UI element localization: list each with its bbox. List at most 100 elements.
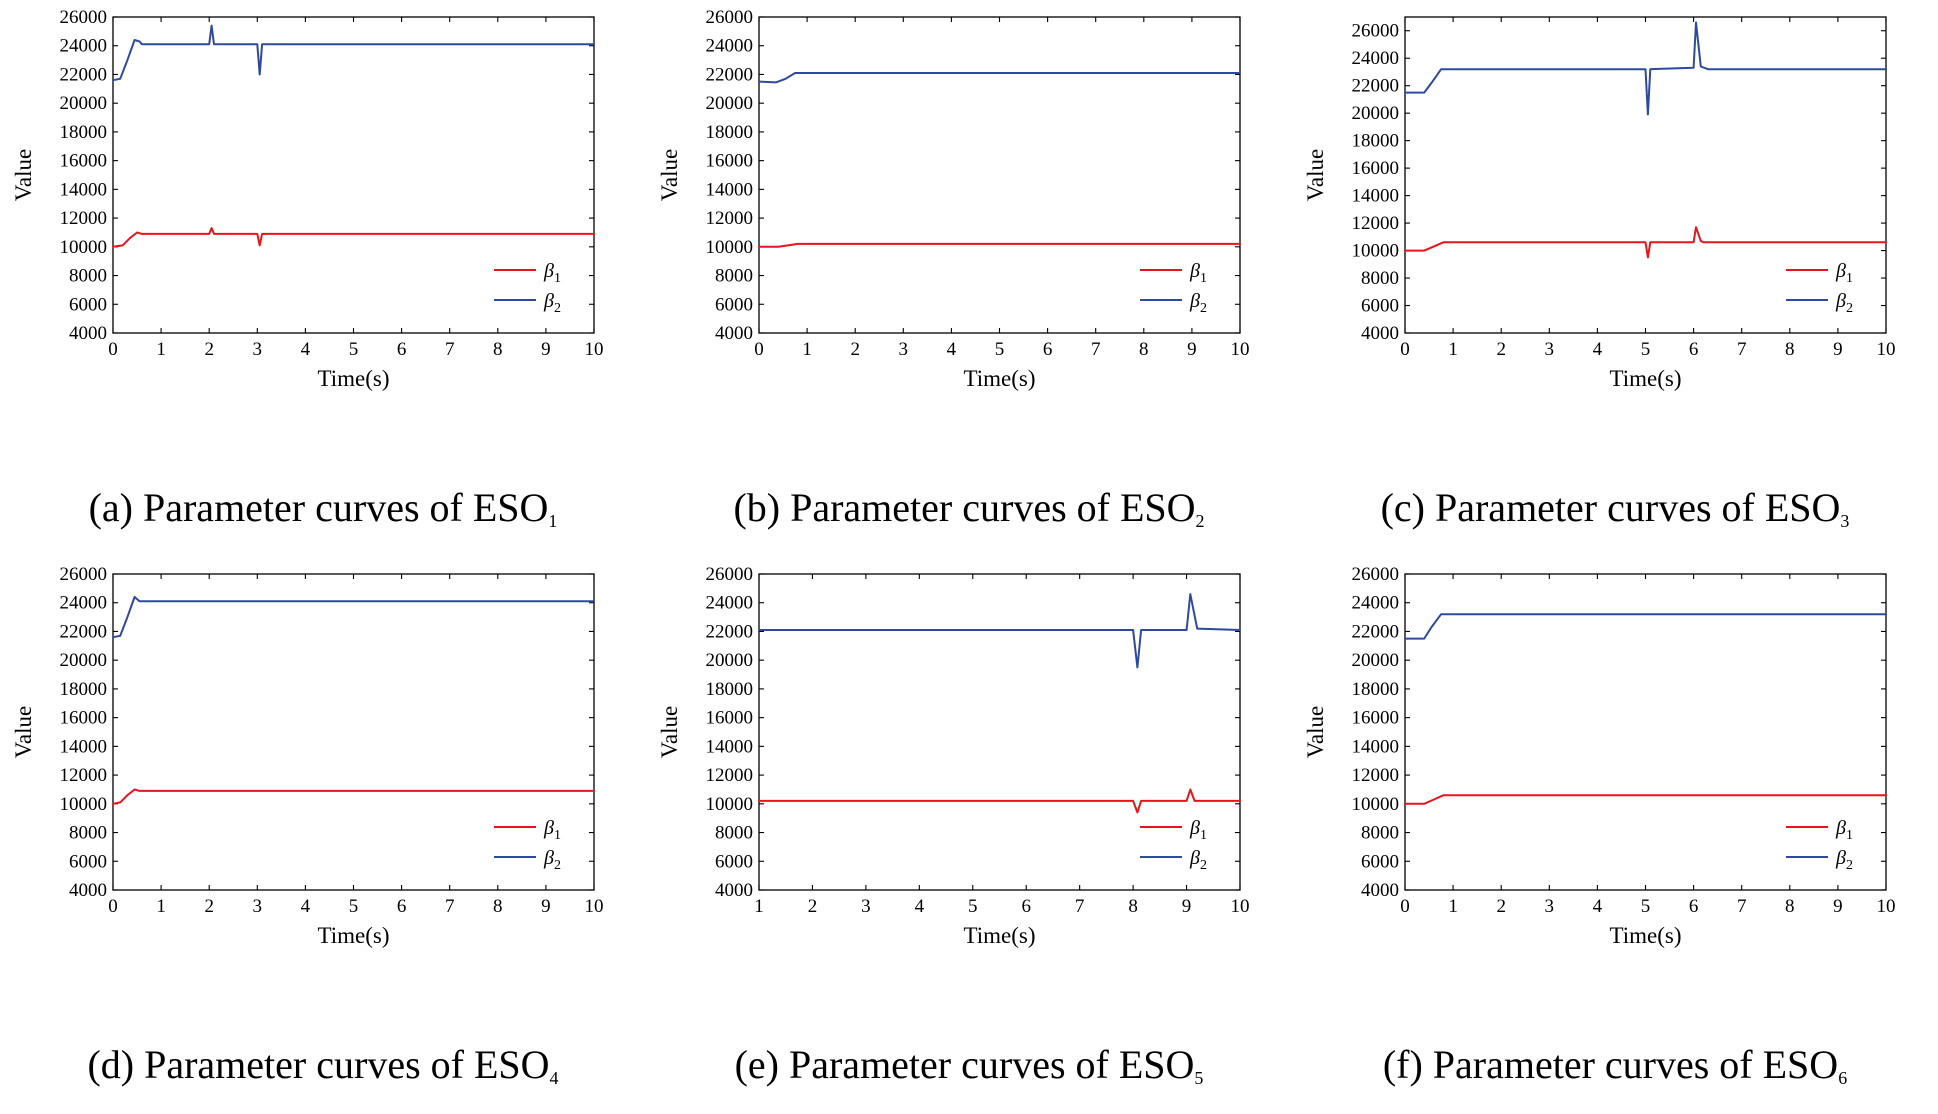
- y-tick-label-b-10: 24000: [706, 36, 754, 57]
- x-tick-label-f-0: 0: [1400, 896, 1410, 917]
- y-tick-label-d-11: 26000: [60, 564, 108, 585]
- y-tick-label-f-5: 14000: [1352, 736, 1400, 757]
- y-tick-label-d-5: 14000: [60, 736, 108, 757]
- caption-c: (c) Parameter curves of ESO3: [1292, 484, 1938, 532]
- x-tick-label-c-8: 8: [1785, 339, 1795, 360]
- legend-label-d-2: β2: [543, 847, 561, 873]
- legend-label-d-1: β1: [543, 817, 561, 843]
- caption-b-main: (b) Parameter curves of ESO: [733, 485, 1196, 530]
- chart-f: 0 1 2 3 4 5 6 7 8 9 10 4000 6000 8000 10000 12000 14000 1…: [1303, 564, 1896, 948]
- y-tick-label-b-8: 20000: [706, 93, 754, 114]
- chart-b: 0 1 2 3 4 5 6 7 8 9 10 4000 6000 8000 10000 12000 14000 1…: [657, 7, 1250, 391]
- caption-d-main: (d) Parameter curves of ESO: [87, 1042, 550, 1087]
- y-axis-label-f: Value: [1303, 706, 1328, 758]
- legend-label-a-1: β1: [543, 260, 561, 286]
- x-tick-label-c-1: 1: [1448, 339, 1458, 360]
- x-tick-label-e-0: 1: [754, 896, 764, 917]
- panel-e: 1 2 3 4 5 6 7 8 9 10 4000 6000 8000 10000 12000 14000 16…: [646, 557, 1292, 1114]
- y-tick-label-c-2: 8000: [1361, 268, 1399, 289]
- x-tick-label-f-9: 9: [1833, 896, 1843, 917]
- x-tick-label-d-4: 4: [301, 896, 311, 917]
- y-tick-label-c-10: 24000: [1352, 48, 1400, 69]
- y-tick-label-a-9: 22000: [60, 64, 108, 85]
- y-tick-label-d-2: 8000: [69, 823, 107, 844]
- y-tick-label-c-5: 14000: [1352, 186, 1400, 207]
- panel-f: 0 1 2 3 4 5 6 7 8 9 10 4000 6000 8000 10000 12000 14000 1…: [1292, 557, 1938, 1114]
- y-tick-label-e-1: 6000: [715, 851, 753, 872]
- x-tick-label-b-7: 7: [1091, 339, 1101, 360]
- x-tick-label-a-10: 10: [585, 339, 604, 360]
- x-axis-label-f: Time(s): [1610, 923, 1682, 948]
- x-tick-label-a-1: 1: [156, 339, 166, 360]
- x-tick-label-b-10: 10: [1231, 339, 1250, 360]
- y-tick-label-d-1: 6000: [69, 851, 107, 872]
- y-tick-label-d-0: 4000: [69, 880, 107, 901]
- legend-label-c-1: β1: [1835, 260, 1853, 286]
- y-tick-label-a-1: 6000: [69, 294, 107, 315]
- plot-frame-d: [112, 573, 595, 891]
- y-tick-label-e-5: 14000: [706, 736, 754, 757]
- caption-a-sub: 1: [548, 511, 558, 531]
- x-axis-label-a: Time(s): [318, 366, 390, 391]
- y-tick-label-e-8: 20000: [706, 650, 754, 671]
- chart-c: 0 1 2 3 4 5 6 7 8 9 10 4000 6000 8000 10000 12000 14000 1…: [1303, 16, 1896, 391]
- x-tick-label-d-2: 2: [204, 896, 214, 917]
- y-tick-label-e-10: 24000: [706, 593, 754, 614]
- x-tick-label-a-0: 0: [108, 339, 118, 360]
- x-tick-label-d-9: 9: [541, 896, 551, 917]
- x-tick-label-b-3: 3: [899, 339, 909, 360]
- y-tick-label-b-11: 26000: [706, 7, 754, 28]
- x-tick-label-f-8: 8: [1785, 896, 1795, 917]
- x-tick-label-c-0: 0: [1400, 339, 1410, 360]
- y-tick-label-f-2: 8000: [1361, 823, 1399, 844]
- x-tick-label-f-10: 10: [1877, 896, 1896, 917]
- y-tick-label-f-3: 10000: [1352, 794, 1400, 815]
- x-tick-label-a-7: 7: [445, 339, 455, 360]
- y-tick-label-d-9: 22000: [60, 621, 108, 642]
- x-tick-label-a-9: 9: [541, 339, 551, 360]
- legend-label-b-1: β1: [1189, 260, 1207, 286]
- x-axis-label-c: Time(s): [1610, 366, 1682, 391]
- series-line-e-beta1: [758, 788, 1241, 814]
- legend-label-b-2: β2: [1189, 290, 1207, 316]
- x-tick-label-c-10: 10: [1877, 339, 1896, 360]
- x-tick-label-e-4: 5: [968, 896, 978, 917]
- x-tick-label-f-4: 4: [1593, 896, 1603, 917]
- y-tick-label-c-9: 22000: [1352, 76, 1400, 97]
- x-tick-label-c-4: 4: [1593, 339, 1603, 360]
- panel-d: 0 1 2 3 4 5 6 7 8 9 10 4000 6000 8000 10000 12000 14000 1…: [0, 557, 646, 1114]
- x-tick-label-f-7: 7: [1737, 896, 1747, 917]
- y-tick-label-f-0: 4000: [1361, 880, 1399, 901]
- x-tick-label-c-2: 2: [1496, 339, 1506, 360]
- x-tick-label-c-3: 3: [1545, 339, 1555, 360]
- caption-e-main: (e) Parameter curves of ESO: [734, 1042, 1195, 1087]
- x-tick-label-f-3: 3: [1545, 896, 1555, 917]
- y-tick-label-d-10: 24000: [60, 593, 108, 614]
- caption-d: (d) Parameter curves of ESO4: [0, 1041, 646, 1089]
- series-line-e-beta2: [758, 593, 1241, 669]
- series-line-d-beta1: [112, 788, 595, 805]
- y-tick-label-b-7: 18000: [706, 122, 754, 143]
- series-line-f-beta2: [1404, 613, 1887, 640]
- y-tick-label-b-4: 12000: [706, 208, 754, 229]
- y-tick-label-f-6: 16000: [1352, 708, 1400, 729]
- x-tick-label-c-7: 7: [1737, 339, 1747, 360]
- x-tick-label-d-7: 7: [445, 896, 455, 917]
- y-tick-label-a-11: 26000: [60, 7, 108, 28]
- x-tick-label-a-2: 2: [204, 339, 214, 360]
- series-line-f-beta1: [1404, 794, 1887, 805]
- y-tick-label-f-7: 18000: [1352, 679, 1400, 700]
- y-tick-label-f-9: 22000: [1352, 621, 1400, 642]
- x-tick-label-f-6: 6: [1689, 896, 1699, 917]
- caption-f-main: (f) Parameter curves of ESO: [1382, 1042, 1839, 1087]
- y-tick-label-f-1: 6000: [1361, 851, 1399, 872]
- x-tick-label-b-8: 8: [1139, 339, 1149, 360]
- x-tick-label-e-3: 4: [915, 896, 925, 917]
- y-tick-label-c-3: 10000: [1352, 241, 1400, 262]
- x-axis-label-e: Time(s): [964, 923, 1036, 948]
- series-line-b-beta1: [758, 242, 1241, 248]
- y-tick-label-c-0: 4000: [1361, 323, 1399, 344]
- x-tick-label-d-0: 0: [108, 896, 118, 917]
- x-tick-label-b-0: 0: [754, 339, 764, 360]
